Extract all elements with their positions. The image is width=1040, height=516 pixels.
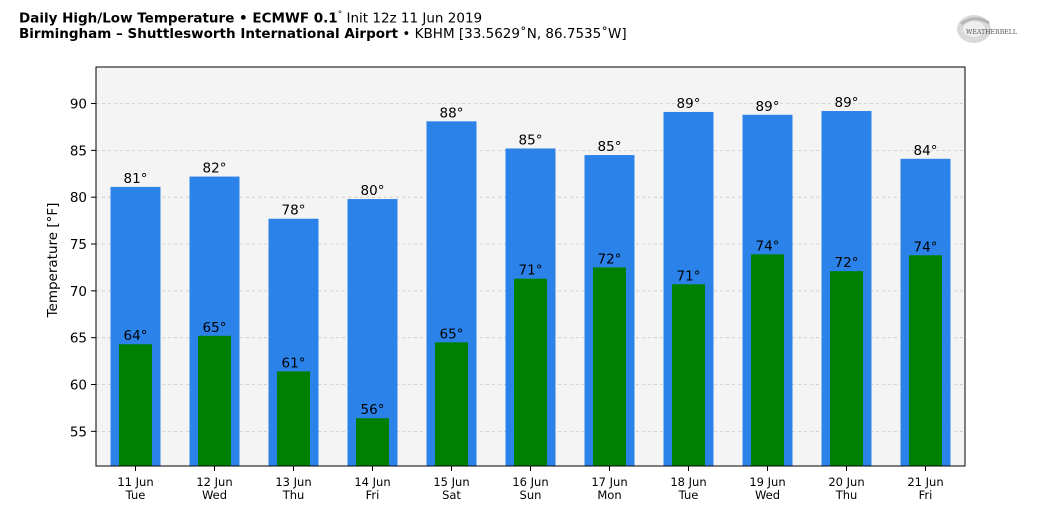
x-tick-date: 12 Jun	[196, 475, 232, 489]
low-temp-label: 65°	[203, 320, 227, 336]
low-temp-bar	[672, 284, 705, 466]
y-tick-label: 70	[70, 284, 87, 300]
low-temp-label: 56°	[361, 402, 385, 418]
x-tick-weekday: Fri	[366, 488, 380, 502]
high-temp-label: 88°	[440, 105, 464, 121]
x-tick-date: 11 Jun	[117, 475, 153, 489]
high-temp-label: 89°	[756, 99, 780, 115]
low-temp-label: 65°	[440, 326, 464, 342]
x-tick-weekday: Wed	[202, 488, 227, 502]
y-tick-label: 75	[70, 237, 87, 253]
weatherbell-logo: WEATHERBELL	[952, 10, 1022, 48]
x-tick-weekday: Thu	[835, 488, 858, 502]
y-axis: 55 60 65 70 75 80 85 90	[70, 97, 96, 440]
x-tick-date: 19 Jun	[749, 475, 785, 489]
low-temp-label: 72°	[598, 251, 622, 267]
chart-subtitle: Birmingham – Shuttlesworth International…	[19, 25, 919, 42]
chart-header: Daily High/Low Temperature • ECMWF 0.1° …	[19, 8, 919, 42]
high-temp-label: 89°	[677, 96, 701, 112]
low-temp-bar	[435, 342, 468, 466]
x-tick-date: 17 Jun	[591, 475, 627, 489]
y-tick-label: 85	[70, 143, 87, 159]
high-temp-label: 80°	[361, 183, 385, 199]
location-name: Birmingham – Shuttlesworth International…	[19, 25, 399, 42]
y-tick-label: 55	[70, 424, 87, 440]
high-temp-label: 85°	[519, 132, 543, 148]
x-tick-date: 14 Jun	[354, 475, 390, 489]
low-temp-label: 71°	[519, 263, 543, 279]
low-temp-label: 74°	[756, 238, 780, 254]
high-temp-label: 85°	[598, 139, 622, 155]
high-temp-label: 82°	[203, 161, 227, 177]
high-temp-label: 89°	[835, 95, 859, 111]
y-axis-label: Temperature [°F]	[45, 203, 61, 319]
chart-title-degree: °	[337, 10, 343, 20]
y-tick-label: 65	[70, 331, 87, 347]
low-temp-bar	[593, 267, 626, 466]
logo-text: WEATHERBELL	[966, 29, 1017, 36]
low-temp-label: 64°	[124, 328, 148, 344]
low-temp-bar	[119, 344, 152, 466]
x-tick-weekday: Fri	[919, 488, 933, 502]
low-temp-label: 72°	[835, 255, 859, 271]
low-temp-bar	[198, 335, 231, 466]
low-temp-label: 61°	[282, 355, 306, 371]
y-tick-label: 60	[70, 378, 87, 394]
x-tick-date: 16 Jun	[512, 475, 548, 489]
high-temp-label: 81°	[124, 171, 148, 187]
x-tick-date: 13 Jun	[275, 475, 311, 489]
low-temp-bar	[830, 271, 863, 466]
high-temp-label: 78°	[282, 203, 306, 219]
x-tick-weekday: Tue	[678, 488, 699, 502]
low-temp-label: 74°	[914, 239, 938, 255]
low-temp-bar	[514, 278, 547, 466]
bar-value-labels: 81° 82° 78° 80° 88° 85° 85° 89° 89° 89° 84° 64° 65° 6…	[124, 95, 938, 418]
high-temp-label: 84°	[914, 143, 938, 159]
bar-series	[110, 111, 951, 467]
x-tick-weekday: Thu	[282, 488, 305, 502]
low-temp-bar	[909, 255, 942, 466]
x-tick-weekday: Tue	[125, 488, 146, 502]
chart-title-init: Init 12z 11 Jun 2019	[342, 10, 483, 27]
chart-title-bold: Daily High/Low Temperature • ECMWF 0.1	[19, 10, 338, 27]
low-temp-bar	[356, 418, 389, 466]
weatherbell-logo-icon: WEATHERBELL	[957, 15, 1017, 43]
x-tick-date: 18 Jun	[670, 475, 706, 489]
x-tick-weekday: Sun	[520, 488, 542, 502]
x-tick-date: 15 Jun	[433, 475, 469, 489]
chart-title: Daily High/Low Temperature • ECMWF 0.1° …	[19, 8, 919, 27]
x-tick-date: 20 Jun	[828, 475, 864, 489]
low-temp-label: 71°	[677, 268, 701, 284]
location-coords: • KBHM [33.5629˚N, 86.7535˚W]	[398, 25, 627, 42]
x-tick-weekday: Wed	[755, 488, 780, 502]
y-tick-label: 90	[70, 97, 87, 113]
low-temp-bar	[751, 254, 784, 466]
x-tick-weekday: Mon	[597, 488, 621, 502]
low-temp-bar	[277, 371, 310, 466]
y-tick-label: 80	[70, 190, 87, 206]
x-tick-date: 21 Jun	[907, 475, 943, 489]
x-tick-weekday: Sat	[442, 488, 461, 502]
